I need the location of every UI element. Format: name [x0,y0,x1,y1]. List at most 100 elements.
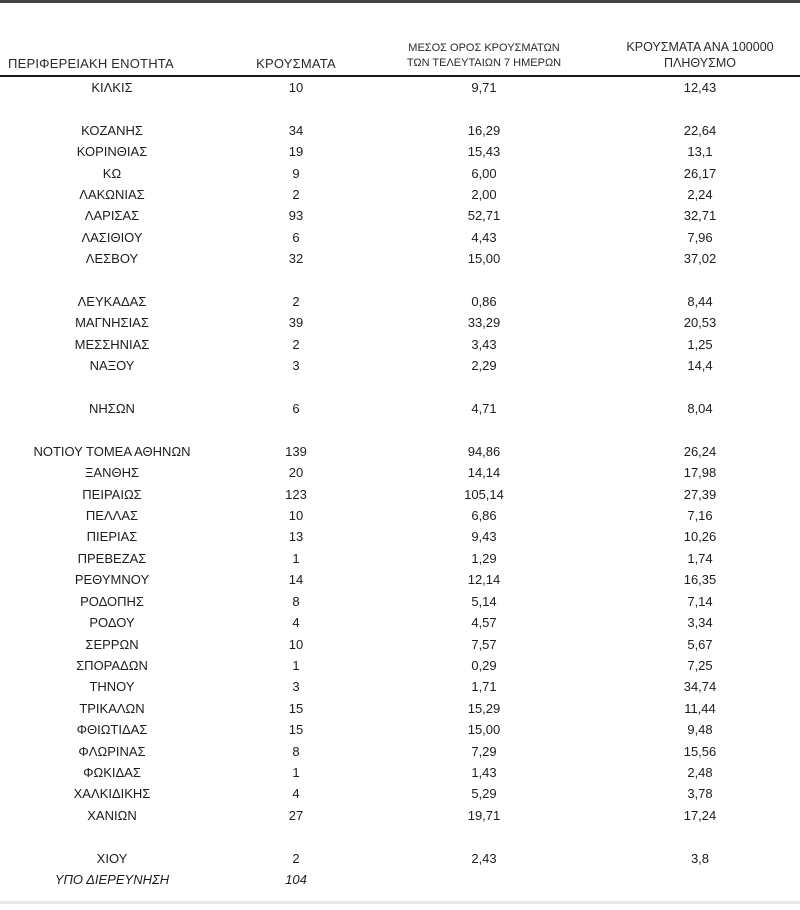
cell-per-100k: 7,96 [687,229,713,245]
cell-cases: 15 [288,700,304,716]
cell-cases: 4 [292,786,300,802]
cell-region [0,826,224,847]
cell-per-100k: 7,14 [687,593,713,609]
spacer-row [0,270,800,291]
cell-per-100k: 3,78 [687,786,713,802]
cell-avg-7d: 9,43 [471,529,497,545]
cell-region: ΝΑΞΟΥ [89,358,135,374]
cell-cases: 2 [292,294,300,310]
column-header-per-100k-line1: ΚΡΟΥΣΜΑΤΑ ΑΝΑ 100000 [626,40,774,54]
cell-cases: 6 [292,229,300,245]
cell-per-100k: 12,43 [683,80,717,95]
cell-avg-7d: 6,00 [471,165,497,181]
cell-region: ΚΟΡΙΝΘΙΑΣ [76,144,148,160]
cell-per-100k: 11,44 [684,700,716,716]
table-row: ΤΗΝΟΥ 3 1,71 34,74 [0,676,800,697]
cell-per-100k: 2,24 [687,187,713,203]
cell-cases [224,270,368,291]
cell-per-100k [600,270,800,291]
cell-cases: 9 [292,165,300,181]
table-row: ΦΛΩΡΙΝΑΣ 8 7,29 15,56 [0,741,800,762]
cell-per-100k: 26,24 [683,443,717,459]
cell-cases: 1 [292,550,300,566]
table-row: ΠΡΕΒΕΖΑΣ 1 1,29 1,74 [0,548,800,569]
cell-per-100k [600,377,800,398]
cell-cases: 19 [288,144,304,160]
table-row: ΛΑΣΙΘΙΟΥ 6 4,43 7,96 [0,227,800,248]
cell-cases: 2 [292,187,300,203]
column-header-per-100k-line2: ΠΛΗΘΥΣΜΟ [664,55,736,70]
cell-region [0,419,224,440]
cell-region: ΥΠΟ ΔΙΕΡΕΥΝΗΣΗ [54,871,170,887]
cell-avg-7d: 4,71 [471,401,497,417]
column-header-7day-average-line1: ΜΕΣΟΣ ΟΡΟΣ ΚΡΟΥΣΜΑΤΩΝ [408,42,560,54]
cell-region: ΧΑΝΙΩΝ [87,807,137,823]
table-row: ΛΕΣΒΟΥ 32 15,00 37,02 [0,248,800,269]
table-row: ΦΩΚΙΔΑΣ 1 1,43 2,48 [0,762,800,783]
cell-per-100k: 3,34 [687,615,713,631]
cell-avg-7d: 6,86 [471,508,497,524]
cell-region: ΠΕΛΛΑΣ [85,508,139,524]
cell-region: ΧΙΟΥ [96,850,128,866]
cell-region: ΜΑΓΝΗΣΙΑΣ [75,315,149,331]
cell-region: ΚΙΛΚΙΣ [91,80,133,95]
cell-per-100k [600,826,800,847]
cell-per-100k: 9,48 [687,722,713,738]
cell-region: ΠΡΕΒΕΖΑΣ [77,550,147,566]
cell-avg-7d: 15,00 [467,251,501,267]
table-row: ΠΕΙΡΑΙΩΣ 123 105,14 27,39 [0,484,800,505]
cell-region: ΧΑΛΚΙΔΙΚΗΣ [73,786,151,802]
table-row: ΧΙΟΥ 2 2,43 3,8 [0,848,800,869]
cell-per-100k: 14,4 [687,358,713,374]
table-row: ΜΕΣΣΗΝΙΑΣ 2 3,43 1,25 [0,334,800,355]
cell-region: ΚΩ [102,165,122,181]
cell-cases: 3 [292,679,300,695]
cell-avg-7d: 0,86 [471,294,497,310]
cell-region: ΜΕΣΣΗΝΙΑΣ [74,336,150,352]
cell-cases: 1 [292,657,300,673]
table-row: ΜΑΓΝΗΣΙΑΣ 39 33,29 20,53 [0,312,800,333]
cell-per-100k: 26,17 [683,165,717,181]
cell-avg-7d: 2,43 [471,850,497,866]
cell-per-100k: 13,1 [687,144,713,160]
table-row: ΠΙΕΡΙΑΣ 13 9,43 10,26 [0,526,800,547]
spacer-row [0,826,800,847]
cell-region: ΦΘΙΩΤΙΔΑΣ [76,722,148,738]
cell-avg-7d: 7,57 [471,636,497,652]
cell-per-100k: 1,25 [687,336,713,352]
table-row: ΡΕΘΥΜΝΟΥ 14 12,14 16,35 [0,569,800,590]
cell-cases: 8 [292,593,300,609]
cell-cases [224,377,368,398]
table-row: ΝΗΣΩΝ 6 4,71 8,04 [0,398,800,419]
cell-region: ΠΙΕΡΙΑΣ [86,529,138,545]
table-header-row: ΠΕΡΙΦΕΡΕΙΑΚΗ ΕΝΟΤΗΤΑ ΚΡΟΥΣΜΑΤΑ ΜΕΣΟΣ ΟΡΟ… [0,3,800,77]
cell-avg-7d: 0,29 [471,657,497,673]
cell-cases: 27 [288,807,304,823]
spacer-row [0,98,800,119]
cell-region: ΡΕΘΥΜΝΟΥ [74,572,150,588]
cell-cases: 15 [288,722,304,738]
cell-cases: 32 [288,251,304,267]
cell-cases: 10 [288,636,304,652]
cell-region: ΡΟΔΟΥ [89,615,135,631]
cell-region: ΛΕΥΚΑΔΑΣ [77,294,147,310]
cell-per-100k: 17,24 [683,807,717,823]
cell-cases: 4 [292,615,300,631]
cell-region: ΡΟΔΟΠΗΣ [80,593,144,609]
table-row: ΣΕΡΡΩΝ 10 7,57 5,67 [0,634,800,655]
table-row: ΣΠΟΡΑΔΩΝ 1 0,29 7,25 [0,655,800,676]
table-row: ΠΕΛΛΑΣ 10 6,86 7,16 [0,505,800,526]
cell-avg-7d [368,826,600,847]
column-header-per-100k: ΚΡΟΥΣΜΑΤΑ ΑΝΑ 100000 ΠΛΗΘΥΣΜΟ [600,3,800,77]
cell-avg-7d: 12,14 [467,572,501,588]
spacer-row [0,377,800,398]
table-row: ΧΑΝΙΩΝ 27 19,71 17,24 [0,805,800,826]
table-row: ΞΑΝΘΗΣ 20 14,14 17,98 [0,462,800,483]
cell-avg-7d [368,377,600,398]
cell-avg-7d [368,98,600,119]
cell-cases: 20 [288,465,304,481]
table-body: ΚΙΛΚΙΣ 10 9,71 12,43 ΚΟΖΑΝΗΣ 34 16,29 22,64 ΚΟΡΙ… [0,76,800,890]
cell-per-100k: 7,25 [687,657,713,673]
table-row: ΛΑΡΙΣΑΣ 93 52,71 32,71 [0,205,800,226]
